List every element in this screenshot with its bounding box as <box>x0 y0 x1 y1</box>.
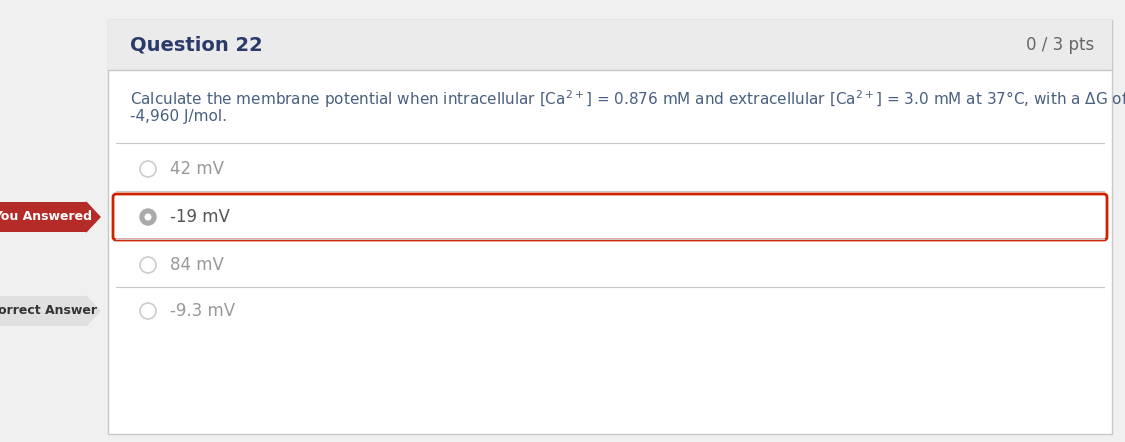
Polygon shape <box>86 296 100 326</box>
Circle shape <box>144 213 152 221</box>
Text: Correct Answer: Correct Answer <box>0 305 97 317</box>
Text: Question 22: Question 22 <box>130 35 263 54</box>
Bar <box>108 20 1112 434</box>
Circle shape <box>140 209 156 225</box>
Text: 0 / 3 pts: 0 / 3 pts <box>1026 36 1094 54</box>
Text: 84 mV: 84 mV <box>170 256 224 274</box>
FancyBboxPatch shape <box>112 194 1107 240</box>
Text: 42 mV: 42 mV <box>170 160 224 178</box>
Bar <box>108 20 1112 70</box>
Text: You Answered: You Answered <box>0 210 92 224</box>
Polygon shape <box>86 202 100 232</box>
Text: Calculate the membrane potential when intracellular [Ca$^{2+}$] = 0.876 mM and e: Calculate the membrane potential when in… <box>130 88 1125 110</box>
Bar <box>0 296 86 326</box>
Bar <box>108 20 1112 34</box>
Text: -9.3 mV: -9.3 mV <box>170 302 235 320</box>
Text: -19 mV: -19 mV <box>170 208 230 226</box>
Bar <box>0 202 86 232</box>
Text: -4,960 J/mol.: -4,960 J/mol. <box>130 109 227 124</box>
